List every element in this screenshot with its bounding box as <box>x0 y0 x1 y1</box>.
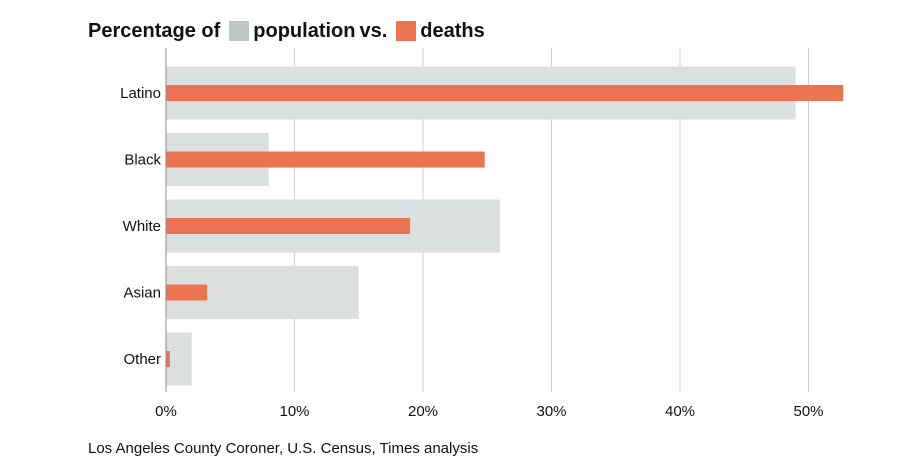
bar-deaths-latino <box>166 85 844 101</box>
category-label-latino: Latino <box>120 85 161 102</box>
tick-label-10: 10% <box>279 403 309 420</box>
bar-deaths-other <box>166 351 170 367</box>
source-note: Los Angeles County Coroner, U.S. Census,… <box>88 440 479 457</box>
tick-label-40: 40% <box>665 403 695 420</box>
tick-label-30: 30% <box>536 403 566 420</box>
title-connector: vs. <box>359 19 388 42</box>
legend-swatch-population <box>229 21 250 41</box>
category-label-white: White <box>123 218 161 235</box>
legend-label-population: population <box>253 19 356 42</box>
chart-title: Percentage of population vs. deaths <box>88 17 485 45</box>
category-label-other: Other <box>123 351 161 368</box>
bar-population-other <box>166 332 192 386</box>
legend-label-deaths: deaths <box>420 19 485 42</box>
category-label-asian: Asian <box>123 285 161 302</box>
tick-label-50: 50% <box>793 403 823 420</box>
legend-swatch-deaths <box>396 21 417 41</box>
tick-label-20: 20% <box>408 403 438 420</box>
bar-deaths-asian <box>166 284 208 301</box>
tick-label-0: 0% <box>155 403 177 420</box>
bar-deaths-black <box>166 151 485 168</box>
title-prefix: Percentage of <box>88 19 221 42</box>
category-label-black: Black <box>124 152 161 169</box>
bar-deaths-white <box>166 218 411 234</box>
